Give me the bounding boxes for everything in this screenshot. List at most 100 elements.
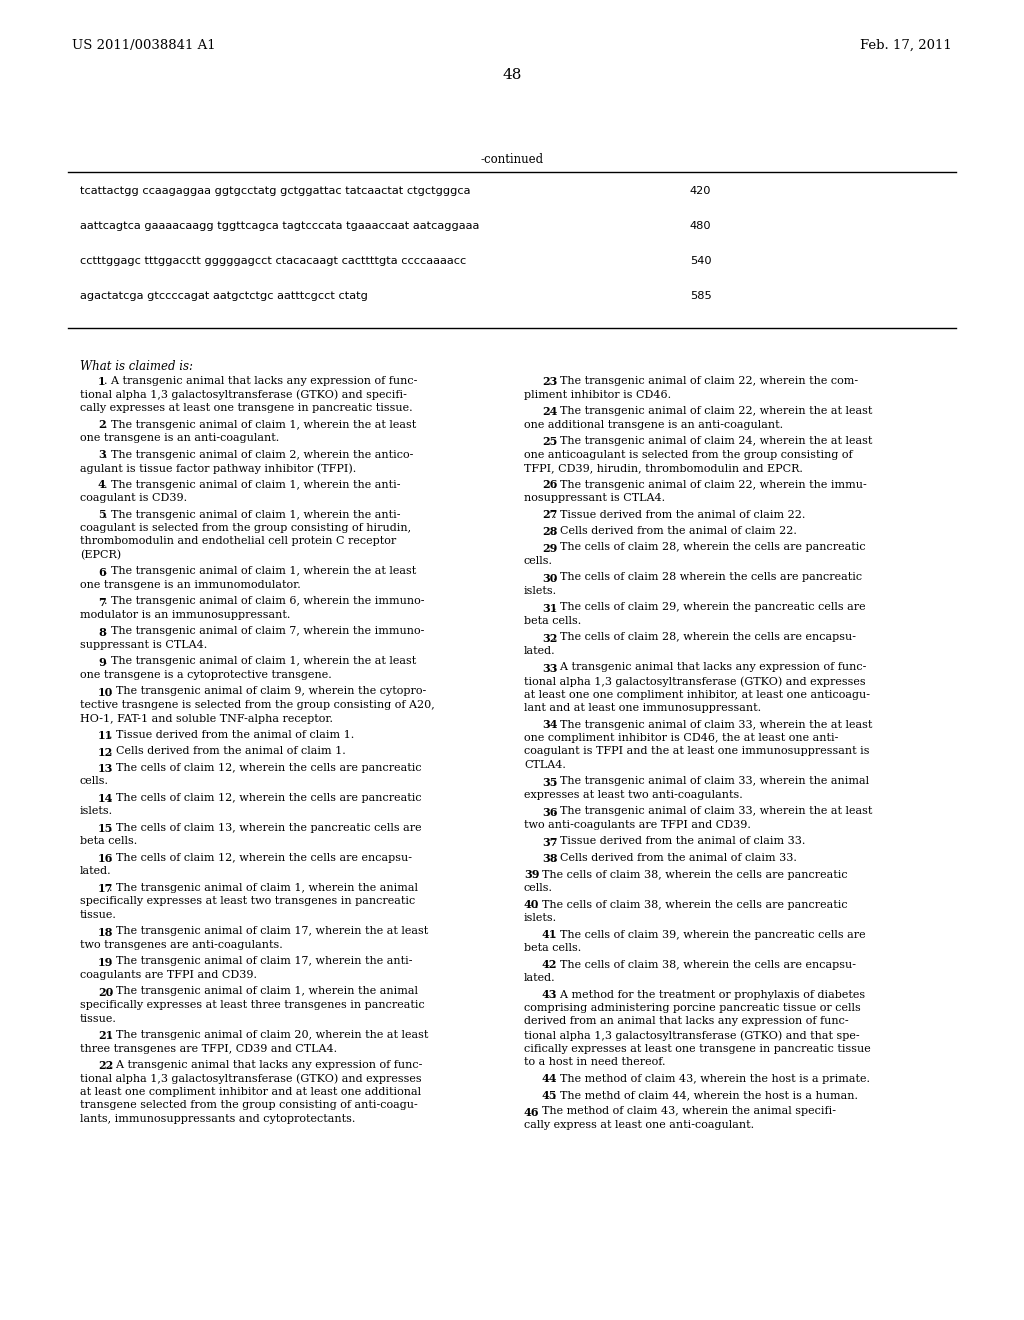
Text: . The transgenic animal of claim 7, wherein the immuno-: . The transgenic animal of claim 7, wher… [103,627,424,636]
Text: cally expresses at least one transgene in pancreatic tissue.: cally expresses at least one transgene i… [80,403,413,413]
Text: . The cells of claim 28 wherein the cells are pancreatic: . The cells of claim 28 wherein the cell… [553,573,862,582]
Text: 45: 45 [542,1090,557,1101]
Text: beta cells.: beta cells. [524,616,582,626]
Text: tional alpha 1,3 galactosyltransferase (GTKO) and expresses: tional alpha 1,3 galactosyltransferase (… [524,676,865,686]
Text: 8: 8 [98,627,105,638]
Text: comprising administering porcine pancreatic tissue or cells: comprising administering porcine pancrea… [524,1003,861,1012]
Text: 20: 20 [98,986,114,998]
Text: . Tissue derived from the animal of claim 33.: . Tissue derived from the animal of clai… [553,837,806,846]
Text: 37: 37 [542,837,557,847]
Text: beta cells.: beta cells. [524,942,582,953]
Text: . The transgenic animal of claim 1, wherein the anti-: . The transgenic animal of claim 1, wher… [103,479,400,490]
Text: . The transgenic animal of claim 22, wherein the immu-: . The transgenic animal of claim 22, whe… [553,479,867,490]
Text: 480: 480 [690,220,712,231]
Text: . The transgenic animal of claim 2, wherein the antico-: . The transgenic animal of claim 2, wher… [103,450,413,459]
Text: agulant is tissue factor pathway inhibitor (TFPI).: agulant is tissue factor pathway inhibit… [80,463,356,474]
Text: . The transgenic animal of claim 1, wherein the animal: . The transgenic animal of claim 1, wher… [110,986,418,997]
Text: nosuppressant is CTLA4.: nosuppressant is CTLA4. [524,492,666,503]
Text: cells.: cells. [524,556,553,566]
Text: . The transgenic animal of claim 33, wherein the animal: . The transgenic animal of claim 33, whe… [553,776,869,787]
Text: one additional transgene is an anti-coagulant.: one additional transgene is an anti-coag… [524,420,783,429]
Text: lated.: lated. [524,973,556,983]
Text: 32: 32 [542,632,557,644]
Text: two transgenes are anti-coagulants.: two transgenes are anti-coagulants. [80,940,283,950]
Text: 40: 40 [524,899,540,911]
Text: 46: 46 [524,1106,540,1118]
Text: 5: 5 [98,510,105,520]
Text: 36: 36 [542,807,557,817]
Text: 18: 18 [98,927,114,937]
Text: . The transgenic animal of claim 1, wherein the animal: . The transgenic animal of claim 1, wher… [110,883,418,894]
Text: suppressant is CTLA4.: suppressant is CTLA4. [80,640,207,649]
Text: . The cells of claim 39, wherein the pancreatic cells are: . The cells of claim 39, wherein the pan… [553,929,866,940]
Text: coagulant is TFPI and the at least one immunosuppressant is: coagulant is TFPI and the at least one i… [524,747,869,756]
Text: three transgenes are TFPI, CD39 and CTLA4.: three transgenes are TFPI, CD39 and CTLA… [80,1044,337,1053]
Text: coagulant is selected from the group consisting of hirudin,: coagulant is selected from the group con… [80,523,411,533]
Text: tional alpha 1,3 galactosyltransferase (GTKO) and expresses: tional alpha 1,3 galactosyltransferase (… [80,1073,422,1084]
Text: tional alpha 1,3 galactosyltransferase (GTKO) and specifi-: tional alpha 1,3 galactosyltransferase (… [80,389,407,400]
Text: 17: 17 [98,883,114,894]
Text: TFPI, CD39, hirudin, thrombomodulin and EPCR.: TFPI, CD39, hirudin, thrombomodulin and … [524,463,803,473]
Text: modulator is an immunosuppressant.: modulator is an immunosuppressant. [80,610,291,620]
Text: lated.: lated. [524,645,556,656]
Text: . The cells of claim 12, wherein the cells are pancreatic: . The cells of claim 12, wherein the cel… [110,793,422,803]
Text: tcattactgg ccaagaggaa ggtgcctatg gctggattac tatcaactat ctgctgggca: tcattactgg ccaagaggaa ggtgcctatg gctggat… [80,186,470,195]
Text: 10: 10 [98,686,114,697]
Text: CTLA4.: CTLA4. [524,760,566,770]
Text: . The cells of claim 28, wherein the cells are encapsu-: . The cells of claim 28, wherein the cel… [553,632,856,643]
Text: . The transgenic animal of claim 9, wherein the cytopro-: . The transgenic animal of claim 9, wher… [110,686,426,697]
Text: cells.: cells. [524,883,553,894]
Text: two anti-coagulants are TFPI and CD39.: two anti-coagulants are TFPI and CD39. [524,820,751,830]
Text: HO-1, FAT-1 and soluble TNF-alpha receptor.: HO-1, FAT-1 and soluble TNF-alpha recept… [80,714,333,723]
Text: . The cells of claim 38, wherein the cells are pancreatic: . The cells of claim 38, wherein the cel… [536,870,848,879]
Text: 26: 26 [542,479,557,491]
Text: . The cells of claim 28, wherein the cells are pancreatic: . The cells of claim 28, wherein the cel… [553,543,866,553]
Text: . Tissue derived from the animal of claim 22.: . Tissue derived from the animal of clai… [553,510,806,520]
Text: derived from an animal that lacks any expression of func-: derived from an animal that lacks any ex… [524,1016,849,1027]
Text: 21: 21 [98,1030,114,1041]
Text: . The transgenic animal of claim 22, wherein the at least: . The transgenic animal of claim 22, whe… [553,407,872,416]
Text: (EPCR): (EPCR) [80,550,121,560]
Text: . A method for the treatment or prophylaxis of diabetes: . A method for the treatment or prophyla… [553,990,865,999]
Text: . The transgenic animal of claim 33, wherein the at least: . The transgenic animal of claim 33, whe… [553,719,872,730]
Text: 23: 23 [542,376,557,387]
Text: . The transgenic animal of claim 1, wherein the at least: . The transgenic animal of claim 1, wher… [103,566,416,577]
Text: . Cells derived from the animal of claim 33.: . Cells derived from the animal of claim… [553,853,797,863]
Text: tective trasngene is selected from the group consisting of A20,: tective trasngene is selected from the g… [80,700,435,710]
Text: cells.: cells. [80,776,109,787]
Text: pliment inhibitor is CD46.: pliment inhibitor is CD46. [524,389,671,400]
Text: islets.: islets. [524,586,557,597]
Text: 7: 7 [98,597,105,607]
Text: 25: 25 [542,436,557,447]
Text: 12: 12 [98,747,114,758]
Text: US 2011/0038841 A1: US 2011/0038841 A1 [72,40,216,51]
Text: 31: 31 [542,602,557,614]
Text: 38: 38 [542,853,557,865]
Text: expresses at least two anti-coagulants.: expresses at least two anti-coagulants. [524,789,742,800]
Text: islets.: islets. [524,913,557,923]
Text: . Tissue derived from the animal of claim 1.: . Tissue derived from the animal of clai… [110,730,354,741]
Text: . The cells of claim 13, wherein the pancreatic cells are: . The cells of claim 13, wherein the pan… [110,822,422,833]
Text: specifically expresses at least three transgenes in pancreatic: specifically expresses at least three tr… [80,1001,425,1010]
Text: at least one one compliment inhibitor, at least one anticoagu-: at least one one compliment inhibitor, a… [524,689,870,700]
Text: specifically expresses at least two transgenes in pancreatic: specifically expresses at least two tran… [80,896,416,907]
Text: islets.: islets. [80,807,113,817]
Text: one transgene is an immunomodulator.: one transgene is an immunomodulator. [80,579,301,590]
Text: 2: 2 [98,420,105,430]
Text: . The cells of claim 29, wherein the pancreatic cells are: . The cells of claim 29, wherein the pan… [553,602,866,612]
Text: . The transgenic animal of claim 20, wherein the at least: . The transgenic animal of claim 20, whe… [110,1030,429,1040]
Text: beta cells.: beta cells. [80,837,137,846]
Text: 16: 16 [98,853,114,865]
Text: cifically expresses at least one transgene in pancreatic tissue: cifically expresses at least one transge… [524,1044,870,1053]
Text: 540: 540 [690,256,712,267]
Text: 30: 30 [542,573,557,583]
Text: lant and at least one immunosuppressant.: lant and at least one immunosuppressant. [524,704,761,713]
Text: cally express at least one anti-coagulant.: cally express at least one anti-coagulan… [524,1119,754,1130]
Text: . The cells of claim 12, wherein the cells are pancreatic: . The cells of claim 12, wherein the cel… [110,763,422,774]
Text: 24: 24 [542,407,557,417]
Text: one transgene is a cytoprotective transgene.: one transgene is a cytoprotective transg… [80,671,332,680]
Text: . The transgenic animal of claim 17, wherein the at least: . The transgenic animal of claim 17, whe… [110,927,428,936]
Text: 39: 39 [524,870,540,880]
Text: . The transgenic animal of claim 1, wherein the at least: . The transgenic animal of claim 1, wher… [103,656,416,667]
Text: cctttggagc tttggacctt gggggagcct ctacacaagt cacttttgta ccccaaaacc: cctttggagc tttggacctt gggggagcct ctacaca… [80,256,466,267]
